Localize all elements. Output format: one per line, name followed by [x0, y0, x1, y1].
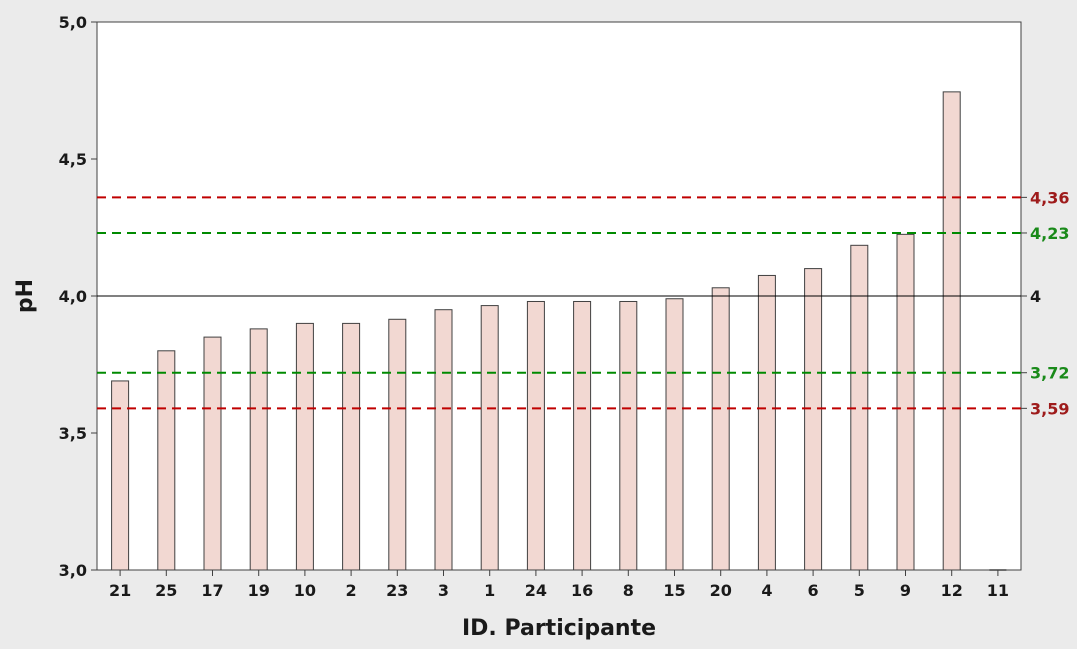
x-tick-label: 3: [438, 581, 449, 600]
y-axis: 3,0 3,5 4,0 4,5 5,0: [59, 13, 97, 580]
bar: [295, 322, 314, 571]
reference-line-label: 4,36: [1030, 188, 1069, 207]
bar: [665, 298, 684, 571]
bar: [573, 300, 592, 571]
bar: [896, 233, 915, 571]
x-tick-label: 5: [854, 581, 865, 600]
x-tick-label: 16: [571, 581, 593, 600]
y-tick-label: 3,0: [59, 561, 87, 580]
bar: [434, 309, 453, 571]
x-tick-label: 1: [484, 581, 495, 600]
bar: [388, 318, 407, 571]
bar: [249, 328, 268, 571]
x-tick-label: 11: [987, 581, 1009, 600]
bar: [619, 300, 638, 571]
x-tick-label: 20: [710, 581, 732, 600]
x-tick-label: 2: [346, 581, 357, 600]
bar: [111, 380, 130, 571]
x-tick-label: 10: [294, 581, 316, 600]
y-axis-label: pH: [13, 279, 38, 313]
bar: [711, 287, 730, 571]
x-tick-label: 12: [941, 581, 963, 600]
y-tick-label: 4,0: [59, 287, 87, 306]
reference-line-label: 3,72: [1030, 364, 1069, 383]
x-tick-label: 21: [109, 581, 131, 600]
x-axis-label: ID. Participante: [462, 616, 656, 641]
x-tick-label: 8: [623, 581, 634, 600]
reference-line-label: 3,59: [1030, 399, 1069, 418]
y-tick-label: 4,5: [59, 150, 87, 169]
x-tick-label: 24: [525, 581, 547, 600]
y-tick-label: 3,5: [59, 424, 87, 443]
bar: [526, 300, 545, 571]
x-tick-label: 23: [386, 581, 408, 600]
bar: [942, 91, 961, 571]
bar: [757, 274, 776, 571]
y-tick-label: 5,0: [59, 13, 87, 32]
reference-line-label: 4: [1030, 287, 1041, 306]
bar: [342, 322, 361, 571]
x-tick-label: 4: [761, 581, 772, 600]
x-tick-label: 17: [201, 581, 223, 600]
reference-lines: 4,36 4,23 4 3,72 3,59: [97, 188, 1069, 418]
bar: [804, 268, 823, 571]
x-tick-label: 9: [900, 581, 911, 600]
bars: [111, 91, 1007, 571]
x-tick-label: 19: [248, 581, 270, 600]
reference-line-label: 4,23: [1030, 224, 1069, 243]
x-tick-label: 15: [663, 581, 685, 600]
bar: [480, 305, 499, 571]
x-tick-label: 6: [808, 581, 819, 600]
bar: [203, 336, 222, 571]
x-axis: 21 25 17 19 10 2 23 3 1 24 16 8 15 20 4 6 5 9 12 11: [109, 570, 1009, 600]
bar: [157, 350, 176, 571]
x-tick-label: 25: [155, 581, 177, 600]
